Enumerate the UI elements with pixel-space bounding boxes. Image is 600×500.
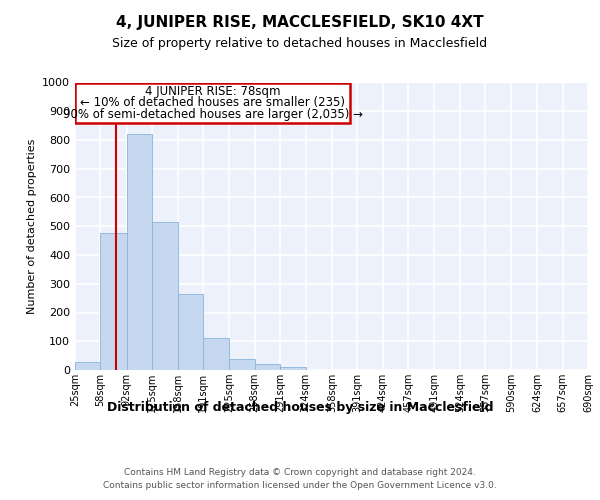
Bar: [280, 367, 305, 370]
Text: ← 10% of detached houses are smaller (235): ← 10% of detached houses are smaller (23…: [80, 96, 345, 110]
Text: Contains public sector information licensed under the Open Government Licence v3: Contains public sector information licen…: [103, 480, 497, 490]
Bar: [203, 338, 229, 370]
Y-axis label: Number of detached properties: Number of detached properties: [26, 138, 37, 314]
Text: Size of property relative to detached houses in Macclesfield: Size of property relative to detached ho…: [112, 38, 488, 51]
Bar: [75, 362, 100, 370]
Text: Contains HM Land Registry data © Crown copyright and database right 2024.: Contains HM Land Registry data © Crown c…: [124, 468, 476, 477]
Bar: [178, 294, 203, 370]
Bar: [229, 359, 255, 370]
Text: Distribution of detached houses by size in Macclesfield: Distribution of detached houses by size …: [107, 401, 493, 414]
Text: 90% of semi-detached houses are larger (2,035) →: 90% of semi-detached houses are larger (…: [62, 108, 362, 120]
Bar: [152, 222, 178, 370]
FancyBboxPatch shape: [75, 83, 350, 122]
Text: 4, JUNIPER RISE, MACCLESFIELD, SK10 4XT: 4, JUNIPER RISE, MACCLESFIELD, SK10 4XT: [116, 15, 484, 30]
Bar: [127, 134, 152, 370]
Text: 4 JUNIPER RISE: 78sqm: 4 JUNIPER RISE: 78sqm: [145, 86, 280, 98]
Bar: [100, 232, 127, 370]
Bar: [255, 364, 280, 370]
